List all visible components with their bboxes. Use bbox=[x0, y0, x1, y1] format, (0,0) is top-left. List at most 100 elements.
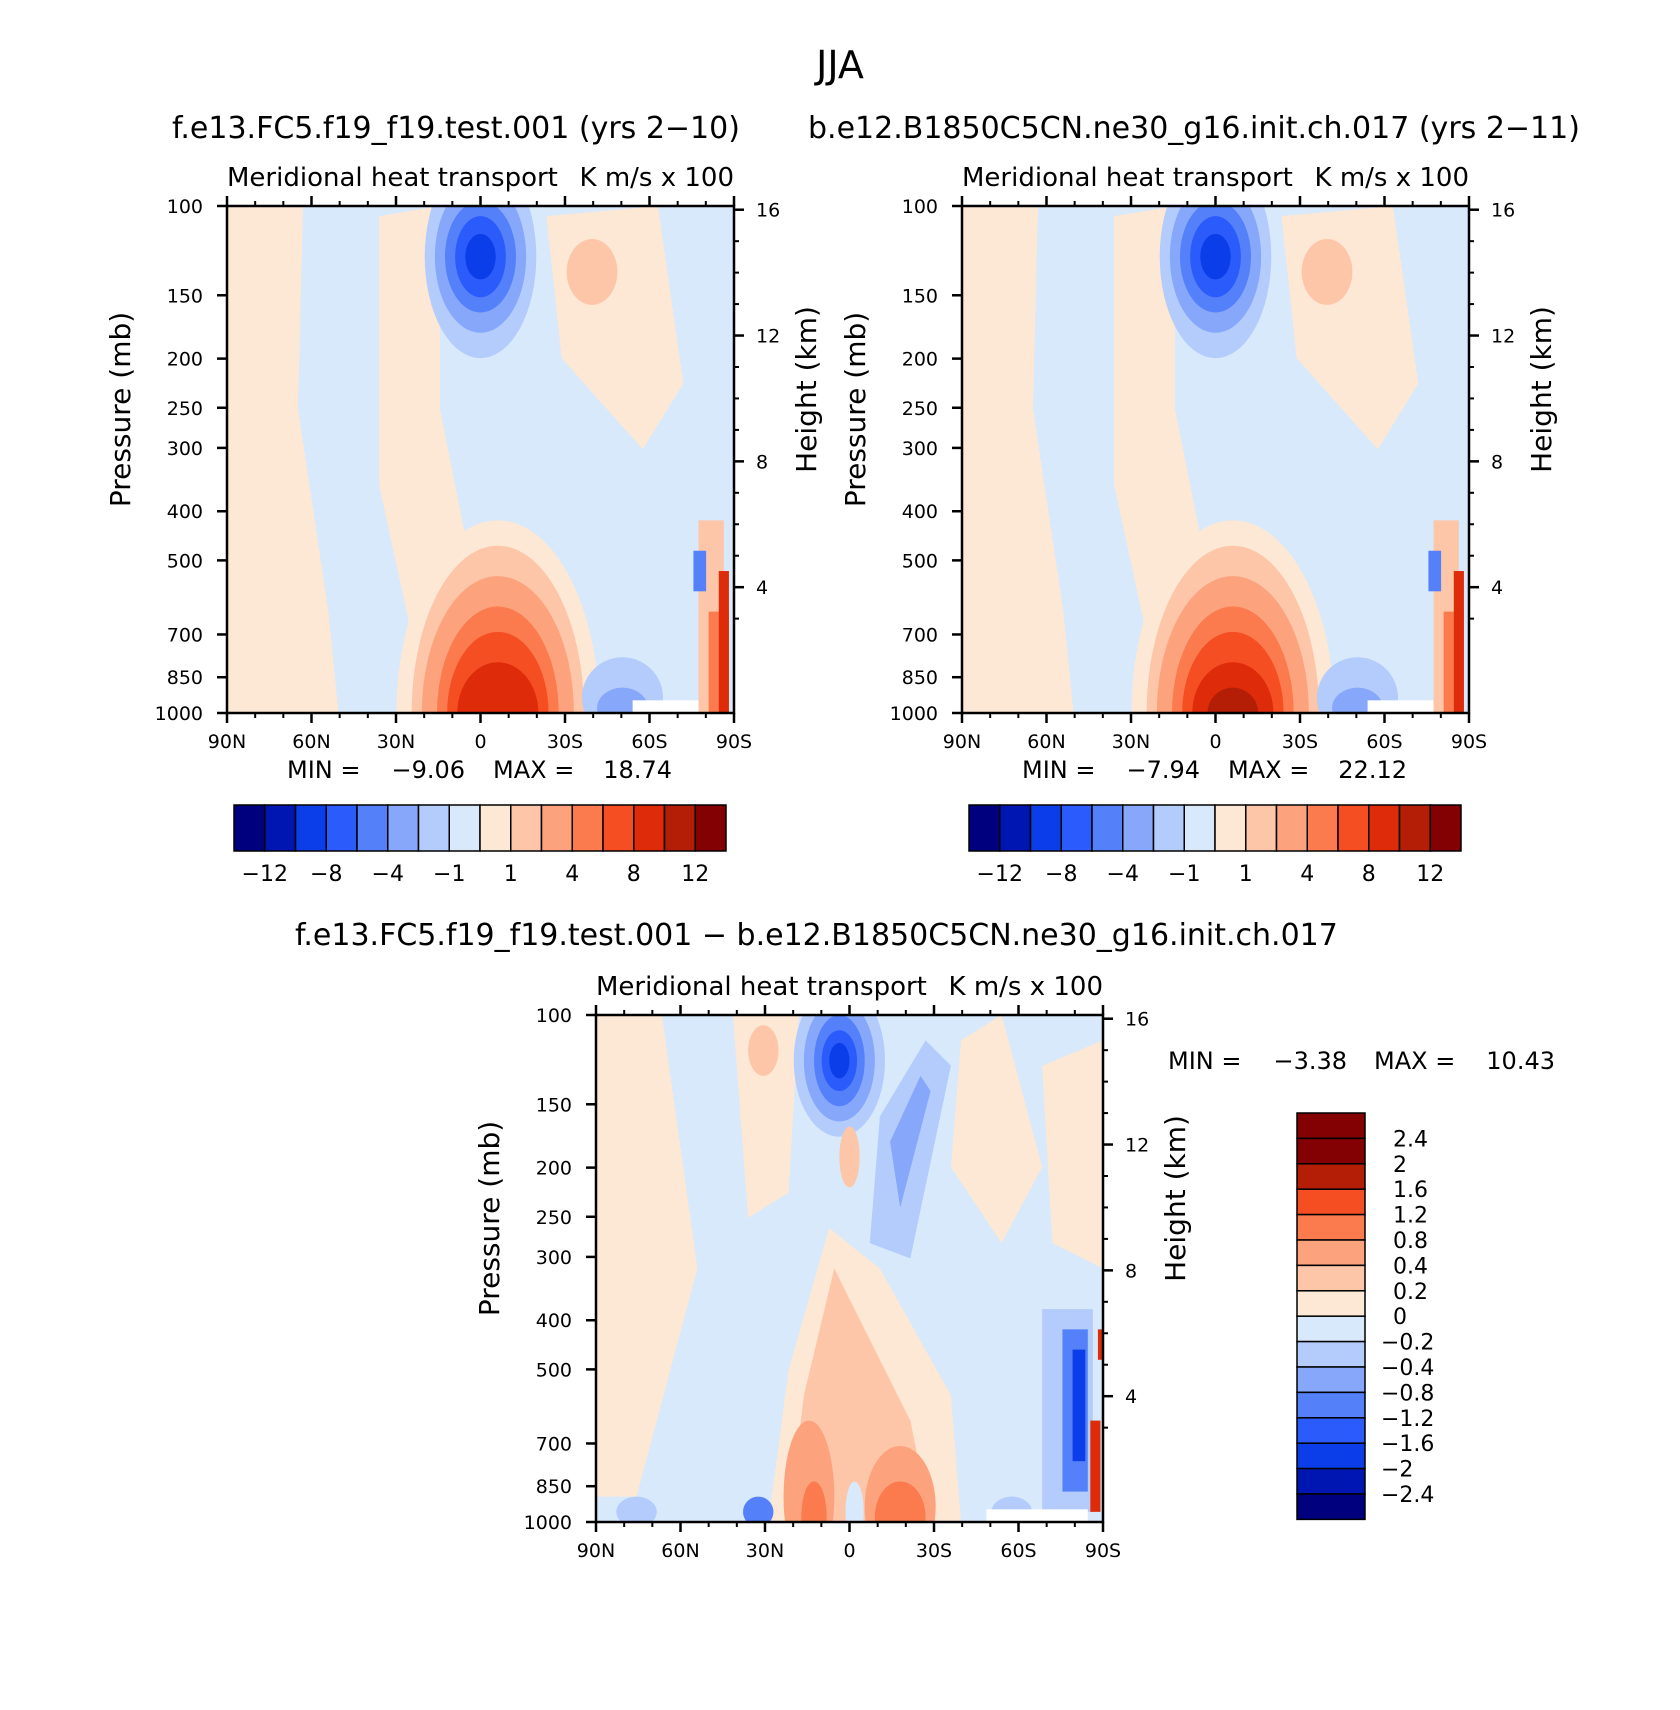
colorbar-label: 8 bbox=[1362, 862, 1376, 887]
y-tick-label: 200 bbox=[167, 349, 203, 371]
colorbar-swatch bbox=[1296, 1366, 1366, 1394]
x-tick-label: 30N bbox=[746, 1540, 784, 1562]
colorbar-swatch bbox=[325, 804, 358, 852]
colorbar-label: −8 bbox=[1045, 862, 1077, 887]
x-tick-label: 90S bbox=[716, 731, 752, 753]
colorbar-label: −1.2 bbox=[1381, 1407, 1434, 1432]
panel-right: 90N 60N 30N 0 30S 60S 90S 100 150 200 250 300 400 500… bbox=[839, 163, 1558, 784]
y-tick-label: 850 bbox=[536, 1476, 572, 1498]
height-tick-label: 12 bbox=[1491, 326, 1515, 348]
x-tick-label: 90N bbox=[208, 731, 246, 753]
x-tick-label: 60N bbox=[1027, 731, 1065, 753]
y-tick-label: 150 bbox=[536, 1094, 572, 1116]
colorbar-swatch bbox=[1183, 804, 1216, 852]
colorbar-label: −0.2 bbox=[1381, 1331, 1434, 1356]
y-tick-label: 100 bbox=[902, 196, 938, 218]
colorbar-swatch bbox=[1306, 804, 1339, 852]
y-tick-label: 300 bbox=[902, 438, 938, 460]
colorbar-label: 4 bbox=[1300, 862, 1314, 887]
colorbar-swatch bbox=[1296, 1264, 1366, 1292]
colorbar-label: 4 bbox=[565, 862, 579, 887]
colorbar-label: 8 bbox=[627, 862, 641, 887]
x-tick-label: 60S bbox=[1366, 731, 1402, 753]
colorbar-left: −12 −8 −4 −1 1 4 8 12 bbox=[233, 804, 727, 887]
colorbar-swatch bbox=[233, 804, 266, 852]
colorbar-swatch bbox=[1060, 804, 1093, 852]
max-label: MAX = bbox=[1374, 1047, 1455, 1075]
y-tick-label: 700 bbox=[167, 624, 203, 646]
height-tick-label: 8 bbox=[756, 451, 768, 473]
colorbar-swatch bbox=[1275, 804, 1308, 852]
y-axis-label-right: Height (km) bbox=[1159, 1115, 1192, 1282]
y-tick-label: 250 bbox=[167, 398, 203, 420]
y-tick-label: 1000 bbox=[155, 703, 203, 725]
colorbar-label: −2 bbox=[1381, 1458, 1413, 1483]
y-tick-label: 300 bbox=[167, 438, 203, 460]
field-contours bbox=[227, 206, 734, 713]
colorbar-label: 12 bbox=[681, 862, 709, 887]
colorbar-label: −8 bbox=[310, 862, 342, 887]
height-tick-label: 4 bbox=[756, 577, 768, 599]
x-tick-label: 0 bbox=[843, 1540, 855, 1562]
y-tick-label: 500 bbox=[902, 550, 938, 572]
y-tick-label: 850 bbox=[902, 667, 938, 689]
top-subtitle-left: f.e13.FC5.f19_f19.test.001 (yrs 2−10) bbox=[172, 111, 740, 146]
y-tick-label: 100 bbox=[167, 196, 203, 218]
colorbar-swatch bbox=[1296, 1340, 1366, 1368]
colorbar-label: 2 bbox=[1393, 1153, 1407, 1178]
y-tick-label: 200 bbox=[536, 1158, 572, 1180]
y-tick-label: 300 bbox=[536, 1247, 572, 1269]
colorbar-label: 0 bbox=[1393, 1305, 1407, 1330]
colorbar-label: 0.4 bbox=[1393, 1254, 1428, 1279]
x-tick-label: 30N bbox=[1112, 731, 1150, 753]
y-tick-label: 400 bbox=[902, 501, 938, 523]
height-tick-label: 12 bbox=[756, 326, 780, 348]
colorbar-swatch bbox=[1296, 1315, 1366, 1343]
colorbar-swatch bbox=[1296, 1442, 1366, 1470]
field-contours bbox=[962, 206, 1469, 713]
colorbar-right: −12 −8 −4 −1 1 4 8 12 bbox=[968, 804, 1462, 887]
colorbar-swatch bbox=[1152, 804, 1185, 852]
x-tick-label: 90N bbox=[577, 1540, 615, 1562]
panel-title-right: K m/s x 100 bbox=[580, 163, 735, 193]
colorbar-label: −0.4 bbox=[1381, 1356, 1434, 1381]
x-tick-label: 30N bbox=[377, 731, 415, 753]
colorbar-swatch bbox=[694, 804, 727, 852]
x-tick-label: 90S bbox=[1451, 731, 1487, 753]
y-axis-label: Pressure (mb) bbox=[104, 312, 137, 507]
colorbar-swatch bbox=[1296, 1417, 1366, 1444]
y-axis-label: Pressure (mb) bbox=[839, 312, 872, 507]
max-value: 18.74 bbox=[603, 756, 672, 784]
colorbar-swatch bbox=[571, 804, 604, 852]
colorbar-swatch bbox=[479, 804, 512, 852]
colorbar-label: −2.4 bbox=[1381, 1483, 1434, 1508]
colorbar-diff: 2.421.61.20.80.40.20−0.2−0.4−0.8−1.2−1.6… bbox=[1296, 1112, 1434, 1521]
max-value: 22.12 bbox=[1338, 756, 1407, 784]
y-tick-label: 150 bbox=[902, 285, 938, 307]
colorbar-label: −4 bbox=[372, 862, 404, 887]
colorbar-swatch bbox=[1296, 1163, 1366, 1190]
panel-title-left: Meridional heat transport bbox=[227, 163, 558, 193]
y-axis-label: Pressure (mb) bbox=[473, 1121, 506, 1316]
colorbar-label: 12 bbox=[1416, 862, 1444, 887]
colorbar-swatch bbox=[1296, 1188, 1366, 1216]
y-axis-label-right: Height (km) bbox=[790, 306, 823, 473]
colorbar-label: 0.8 bbox=[1393, 1229, 1428, 1254]
y-tick-label: 150 bbox=[167, 285, 203, 307]
y-tick-label: 700 bbox=[902, 624, 938, 646]
height-tick-label: 4 bbox=[1125, 1386, 1137, 1408]
colorbar-swatch bbox=[294, 804, 327, 852]
x-tick-label: 30S bbox=[547, 731, 583, 753]
y-tick-label: 100 bbox=[536, 1005, 572, 1027]
height-tick-label: 8 bbox=[1125, 1260, 1137, 1282]
colorbar-swatch bbox=[264, 804, 297, 852]
colorbar-label: 2.4 bbox=[1393, 1127, 1428, 1152]
x-tick-label: 60N bbox=[661, 1540, 699, 1562]
max-label: MAX = bbox=[493, 756, 574, 784]
panel-left: 90N 60N 30N 0 30S 60S 90S 100 150 200 250 300 400 500… bbox=[104, 163, 823, 784]
x-tick-label: 90N bbox=[943, 731, 981, 753]
y-tick-label: 850 bbox=[167, 667, 203, 689]
colorbar-swatch bbox=[540, 804, 573, 852]
colorbar-swatch bbox=[1296, 1493, 1366, 1521]
panel-title-right: K m/s x 100 bbox=[949, 972, 1104, 1002]
